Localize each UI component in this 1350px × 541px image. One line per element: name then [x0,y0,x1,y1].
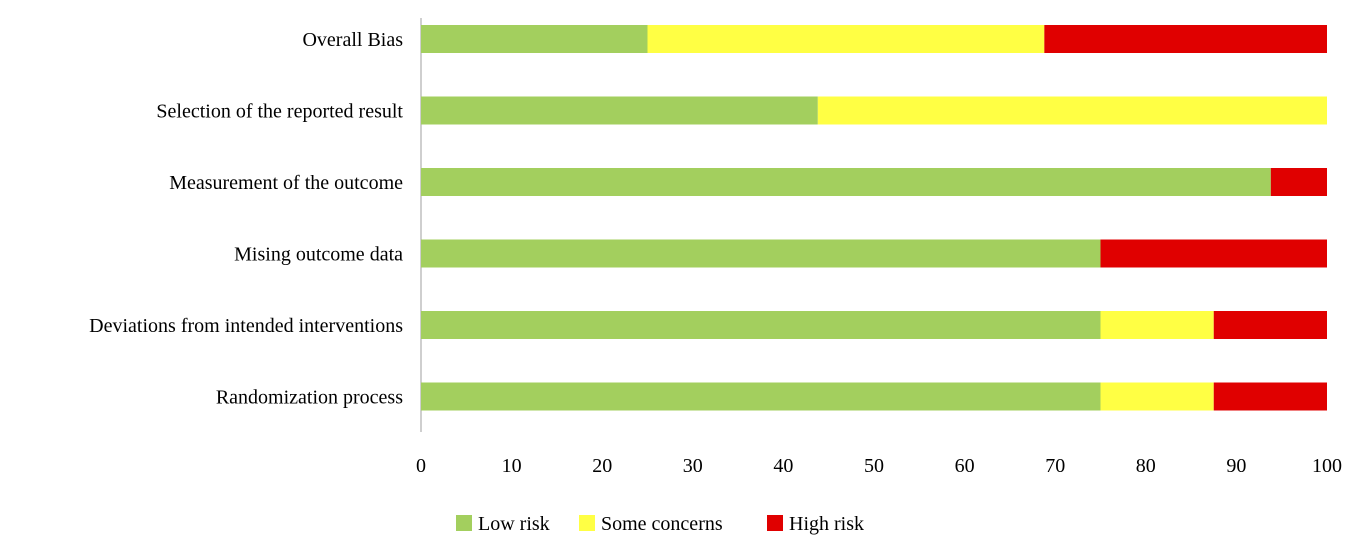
x-tick-label: 20 [592,455,612,477]
bar-measurement-of-the-outcome-low-risk [421,168,1271,196]
x-tick-label: 0 [416,455,426,477]
bar-deviations-from-intended-interventions-some-concerns [1100,311,1214,339]
category-label: Mising outcome data [234,244,403,266]
bar-deviations-from-intended-interventions-low-risk [421,311,1101,339]
category-label: Overall Bias [302,29,403,51]
bar-mising-outcome-data-high-risk [1100,239,1327,268]
category-label: Randomization process [216,387,403,409]
bar-mising-outcome-data-low-risk [421,239,1101,268]
x-tick-label: 70 [1045,455,1065,477]
bar-overall-bias-some-concerns [647,25,1045,53]
bar-selection-of-the-reported-result-low-risk [421,96,818,125]
category-labels: Overall Bias Selection of the reported re… [89,29,403,409]
legend-label-high-risk: High risk [789,513,864,535]
legend-swatch-high-risk [767,515,783,531]
x-tick-label: 90 [1226,455,1246,477]
legend-swatch-low-risk [456,515,472,531]
bars-group [421,25,1327,411]
category-label: Selection of the reported result [156,101,403,123]
x-tick-label: 30 [683,455,703,477]
x-tick-label: 100 [1312,455,1342,477]
bar-randomization-process-some-concerns [1100,382,1214,411]
category-label: Deviations from intended interventions [89,315,403,337]
x-tick-label: 60 [955,455,975,477]
legend-label-low-risk: Low risk [478,513,550,535]
x-tick-label: 50 [864,455,884,477]
bar-overall-bias-low-risk [421,25,648,53]
x-tick-label: 10 [502,455,522,477]
bar-selection-of-the-reported-result-some-concerns [817,96,1327,125]
bar-overall-bias-high-risk [1044,25,1327,53]
x-tick-label: 40 [773,455,793,477]
legend-swatch-some-concerns [579,515,595,531]
bar-deviations-from-intended-interventions-high-risk [1213,311,1327,339]
bar-randomization-process-low-risk [421,382,1101,411]
x-tick-label: 80 [1136,455,1156,477]
legend-label-some-concerns: Some concerns [601,513,723,535]
x-axis-ticks: 0 10 20 30 40 50 60 70 80 90 100 [416,455,1342,477]
bar-measurement-of-the-outcome-high-risk [1270,168,1327,196]
legend: Low risk Some concerns High risk [456,513,864,535]
bar-randomization-process-high-risk [1213,382,1327,411]
category-label: Measurement of the outcome [169,172,403,194]
